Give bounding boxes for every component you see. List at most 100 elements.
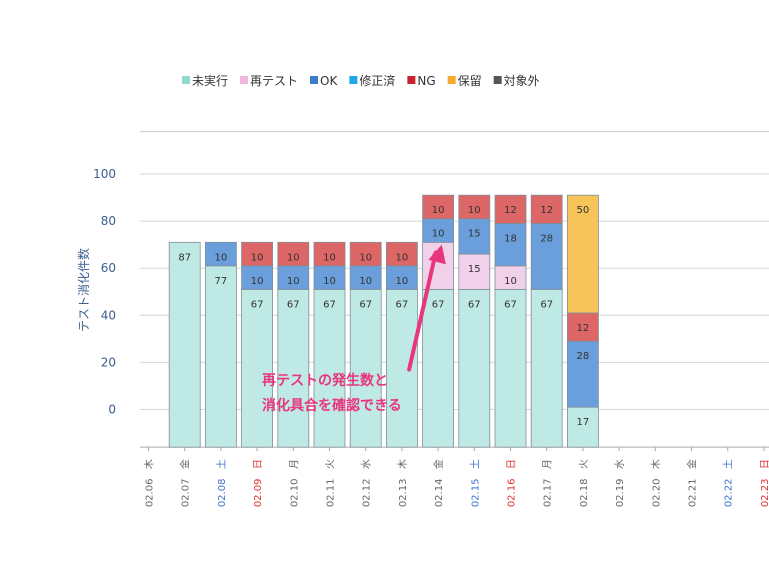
x-tick-date: 02.06 xyxy=(145,479,156,508)
data-label: 67 xyxy=(359,299,372,310)
x-tick-date: 02.08 xyxy=(217,479,228,508)
bar-segment xyxy=(494,288,527,448)
data-label: 77 xyxy=(215,276,228,287)
legend-swatch xyxy=(349,76,358,84)
bar-segment xyxy=(349,288,382,448)
x-tick-label: 02.23 日 xyxy=(760,459,769,507)
bar-segment xyxy=(168,241,201,448)
y-tick-label: 20 xyxy=(101,355,116,369)
x-tick-weekday: 木 xyxy=(650,459,662,469)
data-label: 10 xyxy=(359,252,372,263)
legend-label: NG xyxy=(417,74,435,88)
data-label: 10 xyxy=(432,205,445,216)
x-tick-weekday: 日 xyxy=(253,459,264,469)
bar-segment xyxy=(204,265,237,448)
legend-label: 対象外 xyxy=(504,74,540,88)
bar-segment xyxy=(494,194,527,224)
x-tick-weekday: 土 xyxy=(722,459,735,469)
x-tick-label: 02.13 木 xyxy=(397,459,409,507)
x-tick-label: 02.10 月 xyxy=(288,459,300,507)
bar-segment xyxy=(385,241,418,267)
legend-label: 再テスト xyxy=(250,74,298,88)
x-tick-label: 02.08 土 xyxy=(215,459,228,507)
x-tick-weekday: 金 xyxy=(432,459,445,469)
bar-segment xyxy=(313,241,346,267)
data-label: 10 xyxy=(323,276,336,287)
x-tick-weekday: 日 xyxy=(760,459,769,469)
x-tick-date: 02.19 xyxy=(615,479,626,508)
data-label: 10 xyxy=(287,252,300,263)
x-tick-label: 02.15 土 xyxy=(468,459,481,507)
data-label: 10 xyxy=(359,276,372,287)
x-tick-label: 02.17 月 xyxy=(542,459,554,507)
x-tick-date: 02.22 xyxy=(724,479,735,508)
x-tick-label: 02.22 土 xyxy=(722,459,735,507)
bar-segment xyxy=(422,288,455,448)
x-tick-date: 02.21 xyxy=(688,479,699,508)
legend-label: OK xyxy=(320,74,338,88)
bar-segment xyxy=(277,241,310,267)
bar-segment xyxy=(494,223,527,267)
bar-segment xyxy=(277,288,310,448)
data-label: 10 xyxy=(323,252,336,263)
annotation-arrow-shaft xyxy=(407,250,438,372)
data-label: 28 xyxy=(577,351,590,362)
x-tick-date: 02.13 xyxy=(398,479,409,508)
x-tick-label: 02.19 水 xyxy=(614,459,626,507)
data-label: 12 xyxy=(540,205,553,216)
x-tick-date: 02.15 xyxy=(470,479,481,508)
legend-swatch xyxy=(447,76,456,84)
x-tick-date: 02.23 xyxy=(760,479,769,508)
data-label: 67 xyxy=(432,299,445,310)
y-tick-label: 100 xyxy=(93,167,116,181)
x-tick-weekday: 水 xyxy=(361,459,373,469)
data-label: 67 xyxy=(468,299,481,310)
data-label: 67 xyxy=(540,299,553,310)
legend-swatch xyxy=(407,76,416,84)
annotation-text: 再テストの発生数と xyxy=(262,372,388,389)
x-tick-weekday: 月 xyxy=(542,459,554,469)
data-label: 67 xyxy=(504,299,517,310)
data-label: 67 xyxy=(323,299,336,310)
bar-segment xyxy=(349,241,382,267)
x-tick-weekday: 金 xyxy=(686,459,699,469)
x-tick-label: 02.20 木 xyxy=(650,459,662,507)
data-label: 12 xyxy=(577,323,590,334)
x-tick-label: 02.21 金 xyxy=(686,459,699,507)
y-tick-label: 0 xyxy=(108,403,116,417)
data-label: 67 xyxy=(287,299,300,310)
data-label: 10 xyxy=(396,252,409,263)
x-tick-date: 02.07 xyxy=(181,479,192,508)
data-label: 10 xyxy=(251,252,264,263)
x-tick-weekday: 木 xyxy=(144,459,156,469)
x-tick-weekday: 土 xyxy=(468,459,481,469)
y-tick-label: 80 xyxy=(101,214,116,228)
data-label: 15 xyxy=(468,264,481,275)
x-tick-date: 02.17 xyxy=(543,479,554,508)
bar-segment xyxy=(422,194,455,220)
data-label: 18 xyxy=(504,233,517,244)
x-tick-weekday: 月 xyxy=(288,459,300,469)
data-label: 10 xyxy=(432,229,445,240)
x-tick-label: 02.14 金 xyxy=(432,459,445,507)
x-tick-label: 02.12 水 xyxy=(361,459,373,507)
x-tick-label: 02.07 金 xyxy=(179,459,192,507)
x-tick-label: 02.11 火 xyxy=(325,459,337,507)
bar-segment xyxy=(241,288,274,448)
data-label: 10 xyxy=(215,252,228,263)
bar-segment xyxy=(458,253,491,290)
bar-segment xyxy=(458,194,491,220)
x-tick-weekday: 日 xyxy=(507,459,518,469)
bar-segment xyxy=(313,288,346,448)
bar-segment xyxy=(458,288,491,448)
data-label: 10 xyxy=(287,276,300,287)
bar-segment xyxy=(530,288,563,448)
data-label: 10 xyxy=(468,205,481,216)
legend-swatch xyxy=(310,76,319,84)
x-tick-weekday: 金 xyxy=(179,459,192,469)
data-label: 10 xyxy=(504,276,517,287)
y-tick-label: 60 xyxy=(101,261,116,275)
x-tick-weekday: 火 xyxy=(325,459,337,469)
x-tick-weekday: 木 xyxy=(397,459,409,469)
bar-segment xyxy=(385,288,418,448)
